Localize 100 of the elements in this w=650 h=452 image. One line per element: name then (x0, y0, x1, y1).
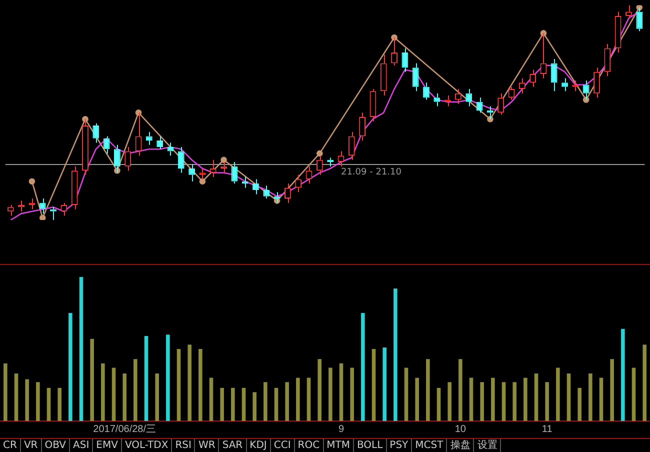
x-tick-label: 9 (338, 424, 344, 435)
bar (469, 378, 474, 421)
bar (512, 382, 516, 421)
bar (209, 378, 214, 421)
bar (274, 388, 278, 421)
point (220, 156, 227, 164)
bar (25, 379, 29, 421)
text: MCST (412, 439, 448, 452)
text: MTM (324, 439, 354, 452)
bar (621, 328, 625, 421)
candlestick (71, 166, 78, 210)
bar (350, 368, 354, 421)
text: 操盘 (447, 439, 474, 452)
bar (144, 336, 148, 421)
text: VOL-TDX (122, 439, 172, 452)
candlestick (412, 62, 419, 92)
bar (415, 378, 419, 421)
bar (79, 277, 84, 421)
candlestick (210, 159, 216, 178)
bar (198, 349, 202, 421)
candlestick (124, 146, 132, 172)
bar (155, 373, 159, 421)
bar (491, 378, 495, 421)
bar (534, 373, 538, 421)
bar (426, 359, 430, 421)
bar (68, 313, 72, 421)
bar (588, 373, 592, 421)
x-tick-label: 2017/06/28/三 (93, 424, 156, 435)
bar (404, 368, 408, 421)
candlestick (39, 198, 46, 214)
annotation: 21.09 - 21.10 (340, 167, 402, 178)
x-tick-label: 10 (454, 424, 466, 435)
bar (448, 382, 452, 421)
bar (176, 349, 181, 421)
text: WR (195, 439, 220, 452)
bar (101, 363, 105, 421)
text: 设置 (474, 439, 502, 452)
candlestick (604, 43, 611, 77)
bar (339, 363, 344, 421)
bar (372, 349, 376, 421)
bar (90, 338, 94, 421)
point (39, 214, 46, 220)
text: VR (20, 439, 42, 452)
candlestick (476, 97, 483, 114)
bar (36, 382, 40, 421)
bar (524, 378, 528, 421)
point (28, 178, 36, 185)
bar (361, 313, 365, 421)
text: CR (0, 439, 21, 452)
text: BOLL (354, 439, 387, 452)
bar (58, 388, 62, 421)
candlestick (423, 82, 430, 100)
candlestick (402, 48, 408, 72)
bar (14, 373, 18, 421)
bar (642, 344, 646, 421)
candlestick (434, 92, 440, 107)
candlestick (614, 11, 622, 54)
candlestick (359, 112, 366, 142)
bar (599, 378, 604, 421)
bar (632, 368, 636, 421)
bar (394, 288, 398, 421)
candlestick (167, 142, 174, 156)
bar (306, 378, 311, 421)
candlestick (348, 131, 355, 160)
text: CCI (270, 439, 295, 452)
bar (112, 368, 116, 421)
bar (578, 388, 582, 421)
bar (285, 382, 289, 421)
candlestick (370, 88, 376, 122)
bar (252, 392, 256, 421)
bar (458, 359, 462, 421)
text: RSI (172, 439, 196, 452)
bar (166, 334, 170, 421)
candlestick (92, 122, 100, 144)
text: EMV (93, 439, 122, 452)
bar (436, 388, 441, 421)
candlestick (146, 131, 152, 146)
candlestick (284, 183, 291, 204)
bar (4, 363, 8, 421)
bar (502, 382, 506, 421)
x-tick-label: 11 (542, 424, 553, 435)
bar (122, 373, 126, 421)
candlestick (572, 80, 579, 92)
text: OBV (42, 439, 70, 452)
bar (188, 344, 192, 421)
candlestick (178, 146, 184, 174)
candlestick (594, 67, 600, 98)
text: KDJ (246, 439, 271, 452)
candlestick (231, 162, 238, 184)
bar (134, 359, 138, 421)
text: SAR (219, 439, 247, 452)
point (199, 178, 206, 185)
bar (566, 373, 571, 421)
text: ROC (294, 439, 324, 452)
bar (264, 382, 268, 421)
bar (220, 388, 224, 421)
bar (242, 388, 246, 421)
bar (480, 382, 484, 421)
bar (556, 368, 560, 421)
candlestick (380, 54, 387, 96)
